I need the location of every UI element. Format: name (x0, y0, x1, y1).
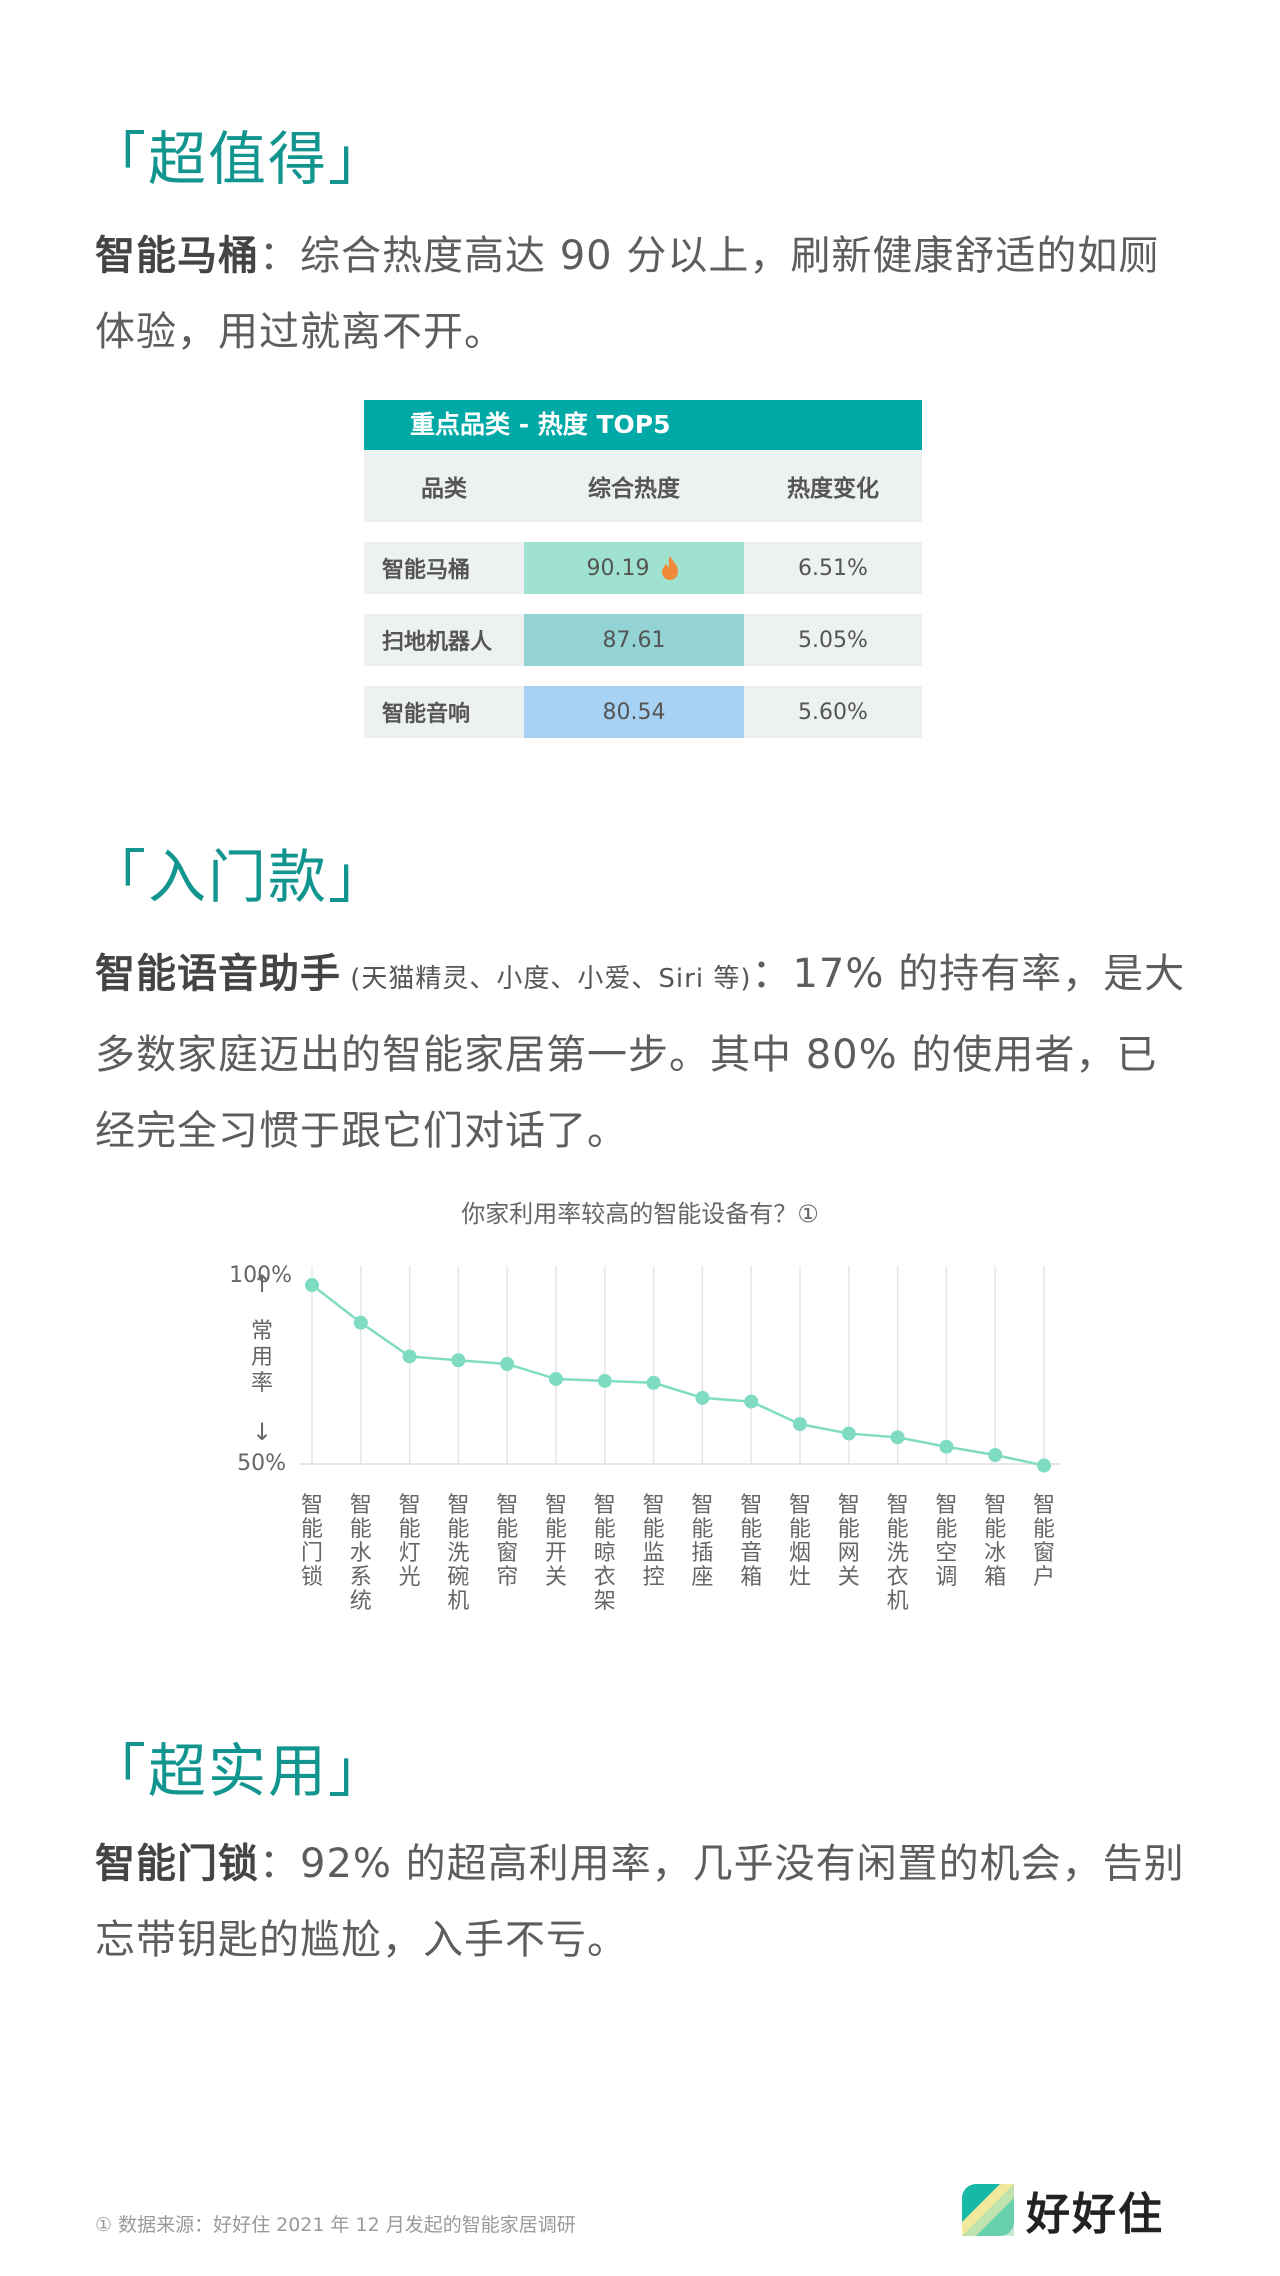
data-point (695, 1390, 710, 1405)
x-tick-label: 智能冰箱 (984, 1493, 1006, 1590)
x-tick-label: 智能网关 (838, 1493, 860, 1590)
x-tick-label: 智能晾衣架 (594, 1493, 616, 1614)
x-tick-label: 智能门锁 (301, 1493, 323, 1590)
data-point (841, 1426, 856, 1441)
x-tick-label: 智能开关 (545, 1493, 567, 1590)
brand-logo: 好好住 (960, 2178, 1164, 2242)
top5-table: 重点品类 - 热度 TOP5 品类 综合热度 热度变化 智能马桶 90.19 6… (364, 400, 922, 738)
data-point (939, 1439, 954, 1454)
column-header: 品类 (421, 476, 467, 502)
flame-icon (662, 556, 679, 580)
row-score-cell: 90.19 (524, 542, 744, 594)
table-row: 智能音响 80.54 5.60% (364, 686, 922, 738)
data-point (793, 1417, 807, 1432)
data-point (305, 1278, 319, 1293)
paragraph-text: ：综合热度高达 90 分以上，刷新健康舒适的如厕体验，用过就离不开。 (95, 233, 1160, 355)
x-tick-label: 智能插座 (691, 1493, 713, 1590)
x-tick-label: 智能烟灶 (789, 1493, 811, 1590)
data-point (890, 1430, 905, 1445)
y-tick-label: 50% (237, 1451, 286, 1476)
table-row: 扫地机器人 87.61 5.05% (364, 614, 922, 666)
x-tick-label: 智能洗衣机 (887, 1493, 909, 1614)
y-tick-label: 100% (229, 1263, 292, 1288)
row-score: 87.61 (524, 614, 744, 666)
paragraph-2: 智能语音助手 (天猫精灵、小度、小爱、Siri 等)：17% 的持有率，是大多数… (95, 936, 1195, 1169)
series-line (311, 1284, 1045, 1467)
usage-line-chart: 100% 50% ↑ 常用率 ↓ 智能门锁 智能水系统 智能灯光 智能洗碗机 智能窗帘 智… (229, 1263, 1060, 1614)
logo-text: 好好住 (1026, 2189, 1164, 2240)
row-category: 智能音响 (382, 702, 471, 727)
row-change: 6.51% (798, 555, 868, 581)
row-score: 80.54 (524, 686, 744, 738)
footnote: ① 数据来源：好好住 2021 年 12 月发起的智能家居调研 (95, 2214, 576, 2236)
paragraph-1: 智能马桶：综合热度高达 90 分以上，刷新健康舒适的如厕体验，用过就离不开。 (95, 218, 1195, 370)
x-tick-label: 智能洗碗机 (447, 1493, 469, 1614)
data-point (353, 1315, 368, 1330)
paragraph-text: ：92% 的超高利用率，几乎没有闲置的机会，告别忘带钥匙的尴尬，入手不亏。 (95, 1841, 1185, 1963)
paragraph-text: ：17% 的持有率，是大多数家庭迈出的智能家居第一步。其中 80% 的使用者，已… (95, 951, 1186, 1154)
x-tick-label: 智能音箱 (740, 1493, 762, 1590)
x-tick-label: 智能水系统 (350, 1493, 372, 1614)
table-header: 品类 综合热度 热度变化 (364, 450, 922, 522)
table-row: 智能马桶 90.19 6.51% (364, 542, 922, 594)
paragraph-lead: 智能门锁 (95, 1841, 259, 1887)
data-point (500, 1357, 515, 1371)
paragraph-3: 智能门锁：92% 的超高利用率，几乎没有闲置的机会，告别忘带钥匙的尴尬，入手不亏… (95, 1826, 1195, 1978)
row-category: 智能马桶 (382, 558, 471, 583)
paragraph-note: (天猫精灵、小度、小爱、Siri 等) (341, 964, 752, 994)
logo-icon (962, 2184, 1014, 2236)
row-score: 90.19 (586, 555, 650, 581)
data-point (549, 1372, 563, 1387)
data-point (451, 1353, 466, 1368)
section-title-1: 「超值得」 (88, 125, 389, 193)
row-category: 扫地机器人 (382, 630, 493, 655)
chart-title: 你家利用率较高的智能设备有？① (461, 1200, 819, 1228)
section-title-2: 「入门款」 (88, 843, 389, 911)
column-header: 热度变化 (787, 476, 879, 502)
x-tick-label: 智能灯光 (399, 1493, 421, 1590)
row-change: 5.60% (798, 699, 868, 725)
arrow-up-icon: ↑ (252, 1270, 272, 1298)
data-point (646, 1375, 661, 1390)
column-header: 综合热度 (588, 476, 680, 502)
y-axis-label: 常用率 (251, 1319, 273, 1396)
section-title-3: 「超实用」 (88, 1737, 389, 1805)
data-point (744, 1394, 759, 1409)
x-tick-label: 智能窗户 (1033, 1493, 1055, 1590)
paragraph-lead: 智能马桶 (95, 233, 259, 279)
data-point (597, 1373, 612, 1388)
arrow-down-icon: ↓ (252, 1418, 272, 1446)
x-tick-label: 智能空调 (935, 1493, 957, 1590)
paragraph-lead: 智能语音助手 (95, 951, 341, 997)
x-tick-label: 智能监控 (643, 1493, 665, 1590)
table-title: 重点品类 - 热度 TOP5 (364, 400, 922, 450)
data-point (402, 1349, 417, 1364)
data-point (988, 1447, 1003, 1462)
data-point (1037, 1458, 1051, 1473)
row-change: 5.05% (798, 627, 868, 653)
x-tick-label: 智能窗帘 (496, 1493, 518, 1590)
